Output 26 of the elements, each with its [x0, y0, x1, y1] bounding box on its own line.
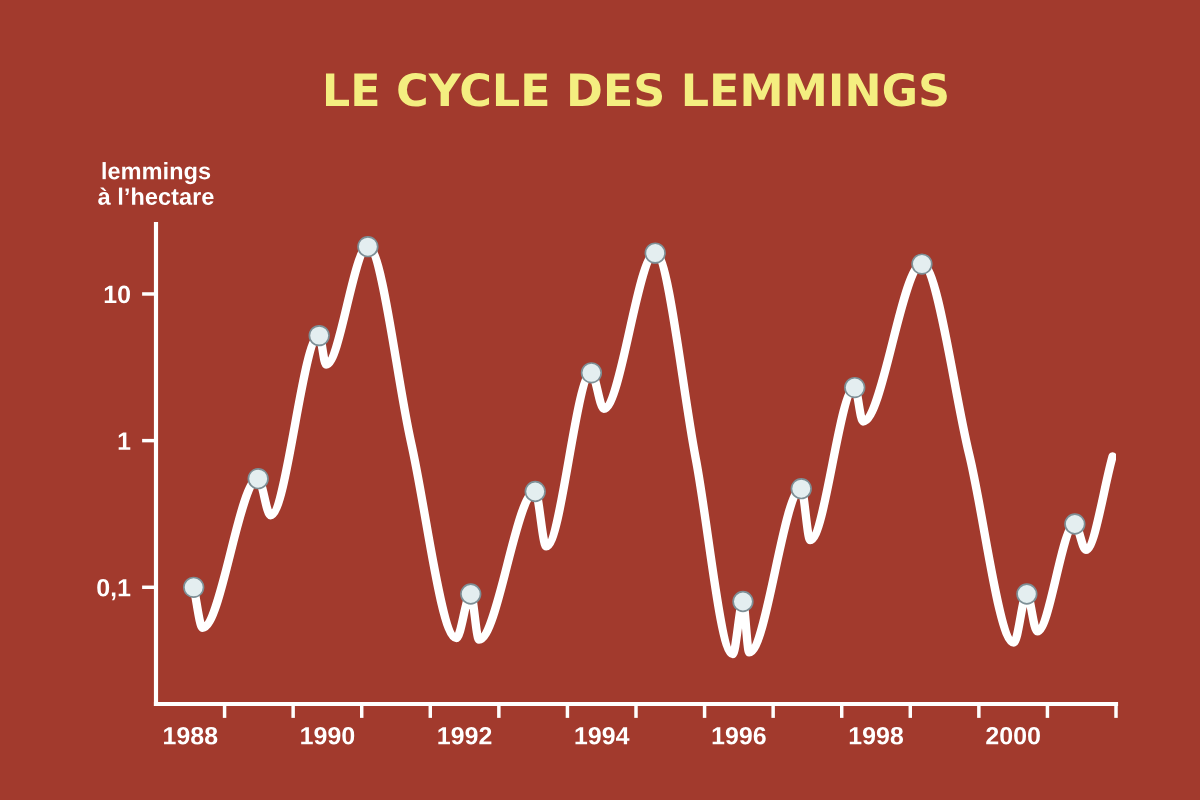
- y-axis-title: lemmings à l’hectare: [98, 162, 214, 205]
- point: [183, 576, 205, 598]
- y-tick-label: 1: [118, 432, 131, 450]
- point: [308, 324, 330, 347]
- x-tick-label: 1996: [712, 726, 766, 745]
- point: [524, 480, 546, 503]
- y-tick-label: 10: [104, 285, 130, 304]
- chart-title: LE CYCLE DES LEMMINGS: [325, 72, 947, 107]
- x-tick-label: 1998: [849, 726, 904, 745]
- point: [732, 590, 754, 613]
- x-tick-label: 2000: [986, 726, 1040, 745]
- point: [1016, 583, 1038, 605]
- point: [580, 362, 603, 384]
- point: [1064, 513, 1086, 535]
- x-tick-label: 1988: [164, 726, 218, 745]
- point: [844, 376, 866, 399]
- x-tick-label: 1990: [301, 726, 355, 745]
- y-tick-label: 0,1: [97, 578, 131, 601]
- point: [247, 468, 269, 490]
- x-tick-label: 1992: [438, 726, 492, 745]
- point: [790, 478, 812, 500]
- point: [644, 242, 666, 264]
- point: [357, 236, 379, 258]
- point: [460, 583, 482, 605]
- x-tick-label: 1994: [575, 726, 630, 745]
- point: [911, 253, 933, 275]
